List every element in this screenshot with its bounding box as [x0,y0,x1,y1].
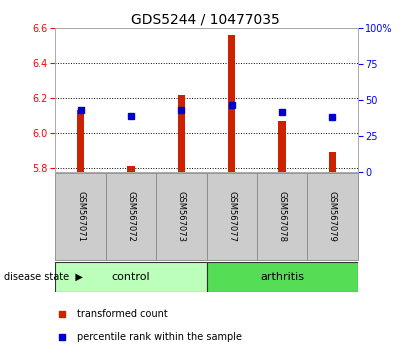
Text: GSM567079: GSM567079 [328,192,337,242]
Bar [178,95,185,172]
Bar [206,262,358,292]
Bar [106,173,156,260]
Text: GSM567078: GSM567078 [277,191,286,242]
Text: control: control [112,272,150,282]
Bar [206,173,257,260]
Bar [307,173,358,260]
Text: GDS5244 / 10477035: GDS5244 / 10477035 [131,12,280,27]
Text: disease state  ▶: disease state ▶ [4,272,83,282]
Bar [257,173,307,260]
Bar [77,110,84,172]
Text: GSM567077: GSM567077 [227,191,236,242]
Bar [55,262,206,292]
Bar [156,173,206,260]
Bar [127,166,135,172]
Text: GSM567073: GSM567073 [177,191,186,242]
Text: GSM567072: GSM567072 [127,192,136,242]
Bar [329,153,336,172]
Bar [278,121,286,172]
Text: GSM567071: GSM567071 [76,192,85,242]
Text: percentile rank within the sample: percentile rank within the sample [76,332,242,342]
Text: arthritis: arthritis [260,272,304,282]
Text: transformed count: transformed count [76,309,167,319]
Bar [55,173,106,260]
Bar [228,35,236,172]
